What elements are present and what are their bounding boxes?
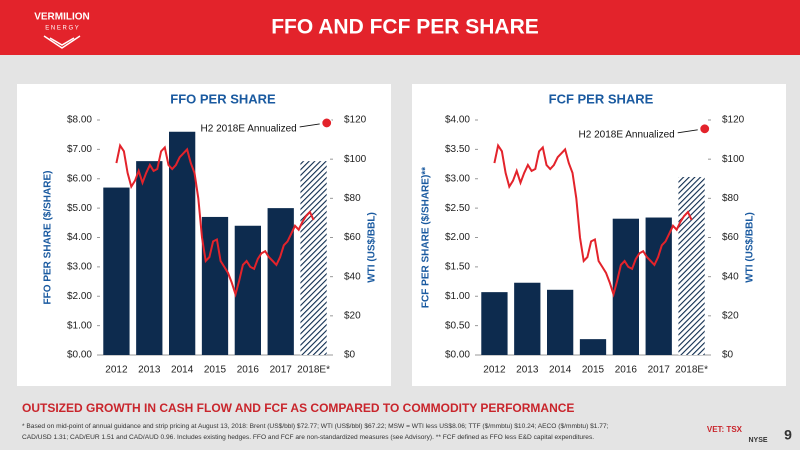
bar: [234, 225, 261, 355]
y-tick-label: $0.00: [67, 350, 92, 361]
slide-title: FFO AND FCF PER SHARE: [271, 16, 539, 39]
x-tick-label: 2012: [105, 365, 128, 376]
annotation: H2 2018E Annualized: [579, 129, 675, 140]
listing: VET: TSX: [707, 425, 743, 434]
y2-tick-label: $0: [344, 350, 356, 361]
x-tick-label: 2017: [270, 365, 293, 376]
y2-tick-label: $60: [722, 232, 739, 243]
bar: [547, 289, 574, 355]
header-bar: [0, 0, 800, 55]
listing2: NYSE: [748, 437, 767, 444]
y2-tick-label: $80: [722, 193, 739, 204]
y-tick-label: $3.00: [445, 173, 470, 184]
y-tick-label: $2.00: [67, 291, 92, 302]
bar: [136, 161, 163, 355]
bar: [678, 176, 705, 355]
y-tick-label: $4.00: [67, 232, 92, 243]
x-tick-label: 2012: [483, 365, 506, 376]
annotation-arrow: [299, 123, 320, 128]
y2-tick-label: $40: [344, 271, 361, 282]
y-tick-label: $7.00: [67, 144, 92, 155]
y2-tick-label: $20: [344, 310, 361, 321]
y-axis-label: FCF PER SHARE ($/SHARE)**: [421, 167, 432, 308]
bar: [579, 339, 607, 355]
y-tick-label: $6.00: [67, 173, 92, 184]
y-tick-label: $3.50: [445, 144, 470, 155]
y2-tick-label: $120: [344, 115, 367, 126]
y2-tick-label: $80: [344, 193, 361, 204]
x-tick-label: 2018E*: [297, 365, 330, 376]
x-tick-label: 2014: [549, 365, 572, 376]
y2-axis-label: WTI (US$/BBL): [367, 212, 378, 283]
y2-tick-label: $100: [722, 154, 745, 165]
wti-line: [115, 142, 315, 298]
annotation-marker: [321, 117, 333, 129]
x-tick-label: 2014: [171, 365, 194, 376]
wti-line: [493, 142, 693, 298]
y-tick-label: $2.50: [445, 203, 470, 214]
y-tick-label: $4.00: [445, 115, 470, 126]
footnote: * Based on mid-point of annual guidance …: [22, 423, 609, 430]
y-tick-label: $1.00: [445, 291, 470, 302]
y2-tick-label: $60: [344, 232, 361, 243]
y-tick-label: $1.50: [445, 262, 470, 273]
y2-axis-label: WTI (US$/BBL): [745, 212, 756, 283]
bar: [612, 218, 639, 355]
bar: [481, 292, 508, 355]
chart-title: FFO PER SHARE: [170, 91, 276, 106]
y-tick-label: $0.50: [445, 320, 470, 331]
x-tick-label: 2015: [582, 365, 605, 376]
chart-title: FCF PER SHARE: [549, 91, 654, 106]
y2-tick-label: $100: [344, 154, 367, 165]
bar: [514, 282, 541, 355]
bar: [103, 187, 130, 355]
logo-sub: E N E R G Y: [45, 26, 79, 32]
x-tick-label: 2015: [204, 365, 227, 376]
y-tick-label: $0.00: [445, 350, 470, 361]
y2-tick-label: $20: [722, 310, 739, 321]
y2-tick-label: $0: [722, 350, 734, 361]
annotation: H2 2018E Annualized: [201, 124, 297, 135]
logo-mark: [43, 35, 81, 49]
y-tick-label: $2.00: [445, 232, 470, 243]
bar: [300, 161, 327, 355]
footnote: CAD/USD 1.31; CAD/EUR 1.51 and CAD/AUD 0…: [22, 434, 594, 441]
x-tick-label: 2017: [648, 365, 671, 376]
bar: [201, 216, 229, 355]
subtitle: OUTSIZED GROWTH IN CASH FLOW AND FCF AS …: [22, 401, 574, 415]
x-tick-label: 2016: [615, 365, 638, 376]
bar: [267, 208, 294, 355]
y2-tick-label: $120: [722, 115, 745, 126]
y-axis-label: FFO PER SHARE ($/SHARE): [43, 171, 54, 305]
y-tick-label: $5.00: [67, 203, 92, 214]
y-tick-label: $1.00: [67, 320, 92, 331]
annotation-arrow: [677, 129, 698, 134]
page-number: 9: [784, 427, 792, 443]
y-tick-label: $8.00: [67, 115, 92, 126]
y-tick-label: $3.00: [67, 262, 92, 273]
y2-tick-label: $40: [722, 271, 739, 282]
x-tick-label: 2013: [138, 365, 161, 376]
x-tick-label: 2018E*: [675, 365, 708, 376]
x-tick-label: 2013: [516, 365, 539, 376]
x-tick-label: 2016: [237, 365, 260, 376]
annotation-marker: [699, 123, 711, 135]
logo: VERMILION: [34, 12, 90, 23]
panel: [412, 84, 786, 386]
bar: [645, 217, 672, 355]
